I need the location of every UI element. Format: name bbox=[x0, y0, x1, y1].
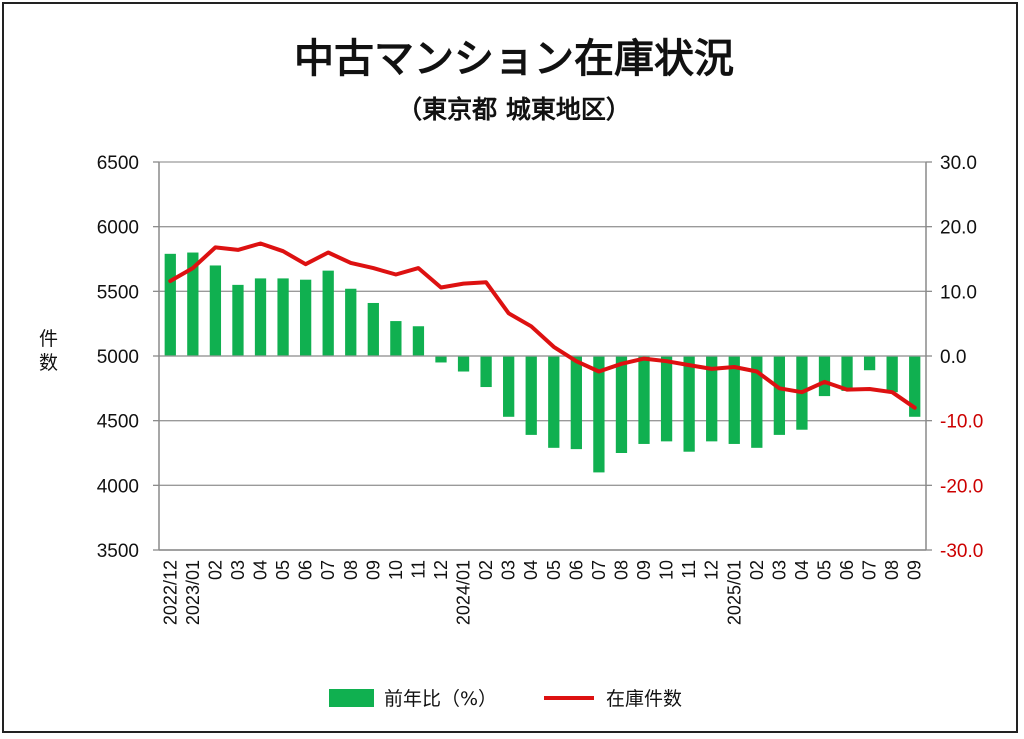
x-tick-label: 09 bbox=[905, 560, 925, 580]
x-tick-label: 09 bbox=[363, 560, 383, 580]
left-axis-label-char-1: 件 bbox=[39, 328, 58, 350]
x-tick-label: 10 bbox=[386, 560, 406, 580]
bar-yoy bbox=[706, 356, 718, 442]
bar-yoy bbox=[660, 356, 673, 442]
bar-yoy bbox=[435, 356, 447, 363]
bar-yoy bbox=[615, 356, 628, 453]
left-tick-label: 4500 bbox=[97, 412, 139, 433]
x-tick-label: 07 bbox=[589, 560, 609, 580]
right-axis-ticks: 30.0 20.0 10.0 0.0 -10.0 -20.0 -30.0 bbox=[940, 153, 983, 562]
right-tick-label: -20.0 bbox=[940, 476, 983, 497]
bar-yoy bbox=[773, 356, 786, 435]
left-axis-label: 件 数 bbox=[39, 328, 64, 374]
bar-yoy bbox=[345, 288, 357, 356]
x-tick-label: 11 bbox=[679, 560, 699, 579]
x-tick-label: 04 bbox=[792, 560, 812, 580]
x-tick-label: 06 bbox=[566, 560, 586, 580]
x-tick-label: 07 bbox=[860, 560, 880, 580]
bar-yoy bbox=[187, 252, 199, 356]
bar-yoy bbox=[570, 356, 582, 450]
x-tick-label: 10 bbox=[657, 560, 677, 580]
bar-yoy bbox=[751, 356, 763, 448]
bar-yoy bbox=[277, 278, 289, 356]
bar-yoy bbox=[480, 356, 492, 388]
x-tick-label: 12 bbox=[431, 560, 451, 580]
right-tick-label: 20.0 bbox=[940, 218, 977, 239]
chart-svg: 中古マンション在庫状況 （東京都 城東地区） 6500 6000 5500 5000 4… bbox=[39, 36, 983, 710]
x-tick-label: 07 bbox=[318, 560, 338, 580]
bar-yoy bbox=[503, 356, 515, 417]
bar-yoy bbox=[728, 356, 740, 444]
x-tick-label: 08 bbox=[611, 560, 631, 580]
bar-yoy bbox=[683, 356, 695, 452]
left-tick-label: 5500 bbox=[97, 282, 139, 303]
legend-label-bar: 前年比（%） bbox=[384, 688, 497, 710]
right-tick-label: 30.0 bbox=[940, 153, 977, 174]
x-tick-label: 03 bbox=[228, 560, 248, 580]
x-tick-label: 2024/01 bbox=[454, 560, 474, 625]
bar-yoy bbox=[548, 356, 560, 448]
bar-yoy bbox=[525, 356, 537, 435]
x-tick-label: 06 bbox=[837, 560, 857, 580]
bar-yoy bbox=[209, 265, 222, 356]
x-tick-label: 04 bbox=[521, 560, 541, 580]
bar-yoy bbox=[863, 356, 876, 371]
x-tick-label: 06 bbox=[296, 560, 316, 580]
bar-yoy bbox=[909, 356, 921, 417]
chart-subtitle: （東京都 城東地区） bbox=[397, 95, 631, 124]
x-tick-label: 11 bbox=[408, 560, 428, 579]
x-tick-label: 03 bbox=[769, 560, 789, 580]
right-tick-label: 10.0 bbox=[940, 282, 977, 303]
bar-yoy bbox=[164, 253, 176, 356]
x-tick-label: 02 bbox=[747, 560, 767, 580]
bar-yoy bbox=[457, 356, 470, 372]
bar-yoy bbox=[886, 356, 898, 393]
axes bbox=[153, 161, 932, 551]
bar-series bbox=[164, 252, 921, 473]
x-tick-label: 05 bbox=[273, 560, 293, 580]
x-tick-label: 08 bbox=[882, 560, 902, 580]
left-tick-label: 4000 bbox=[97, 476, 139, 497]
right-tick-label: -30.0 bbox=[940, 541, 983, 562]
right-tick-label: -10.0 bbox=[940, 412, 983, 433]
bar-yoy bbox=[412, 326, 425, 356]
bar-yoy bbox=[367, 302, 379, 356]
chart-title: 中古マンション在庫状況 bbox=[294, 36, 734, 82]
x-tick-label: 2023/01 bbox=[183, 560, 203, 625]
left-axis-label-char-2: 数 bbox=[39, 352, 58, 374]
x-tick-label: 2025/01 bbox=[724, 560, 744, 625]
left-axis-ticks: 6500 6000 5500 5000 4500 4000 3500 bbox=[97, 153, 139, 562]
left-tick-label: 3500 bbox=[97, 541, 139, 562]
bar-yoy bbox=[299, 279, 312, 356]
bar-yoy bbox=[390, 321, 402, 356]
right-tick-label: 0.0 bbox=[940, 347, 966, 368]
bar-yoy bbox=[322, 270, 334, 356]
bar-yoy bbox=[232, 284, 244, 356]
x-tick-label: 05 bbox=[544, 560, 564, 580]
line-series bbox=[168, 241, 917, 410]
x-tick-label: 03 bbox=[499, 560, 519, 580]
left-tick-label: 6500 bbox=[97, 153, 139, 174]
x-axis-labels: 2022/12 2023/01 02 03 04 05 06 07 08 09 10 11 12 2024… bbox=[160, 560, 924, 625]
left-tick-label: 6000 bbox=[97, 218, 139, 239]
left-tick-label: 5000 bbox=[97, 347, 139, 368]
x-tick-label: 02 bbox=[205, 560, 225, 580]
bar-yoy bbox=[638, 356, 650, 444]
legend-label-line: 在庫件数 bbox=[606, 688, 682, 710]
bar-yoy bbox=[818, 356, 831, 397]
legend-swatch-bar bbox=[329, 689, 374, 707]
legend: 前年比（%） 在庫件数 bbox=[329, 688, 682, 710]
x-tick-label: 04 bbox=[251, 560, 271, 580]
x-tick-label: 05 bbox=[814, 560, 834, 580]
bar-yoy bbox=[841, 356, 853, 391]
x-tick-label: 2022/12 bbox=[160, 560, 180, 625]
bar-yoy bbox=[593, 356, 605, 473]
x-tick-label: 02 bbox=[476, 560, 496, 580]
x-tick-label: 12 bbox=[702, 560, 722, 580]
bar-yoy bbox=[254, 278, 267, 356]
x-tick-label: 08 bbox=[341, 560, 361, 580]
x-tick-label: 09 bbox=[634, 560, 654, 580]
